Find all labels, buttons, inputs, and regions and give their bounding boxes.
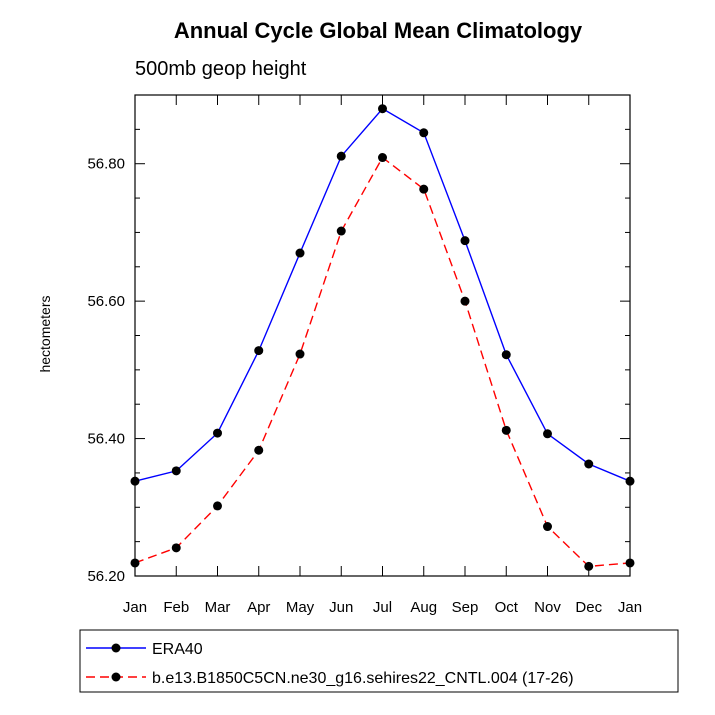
data-point-series-1 bbox=[625, 558, 635, 568]
y-tick-label: 56.80 bbox=[87, 156, 125, 173]
legend-label-model: b.e13.B1850C5CN.ne30_g16.sehires22_CNTL.… bbox=[152, 670, 574, 687]
x-tick-label: May bbox=[286, 599, 315, 616]
y-tick-label: 56.60 bbox=[87, 293, 125, 310]
data-point-series-0 bbox=[501, 350, 511, 360]
plot-area: 56.20 56.40 56.60 56.80 Jan Feb Mar Apr May Jun Ju… bbox=[87, 94, 642, 616]
legend-label-era40: ERA40 bbox=[152, 641, 203, 658]
data-point-series-0 bbox=[295, 248, 305, 258]
data-point-series-1 bbox=[378, 153, 387, 163]
data-point-series-0 bbox=[213, 428, 222, 438]
x-tick-label: Apr bbox=[247, 599, 270, 616]
series-line-0 bbox=[134, 107, 631, 482]
data-point-series-0 bbox=[625, 476, 635, 486]
data-point-series-0 bbox=[543, 429, 552, 439]
legend: ERA40 b.e13.B1850C5CN.ne30_g16.sehires22… bbox=[79, 629, 679, 693]
data-point-series-0 bbox=[419, 128, 429, 138]
chart-title: Annual Cycle Global Mean Climatology bbox=[174, 18, 583, 43]
x-tick-label: Jun bbox=[329, 599, 353, 616]
data-point-series-1 bbox=[171, 543, 181, 553]
data-point-series-0 bbox=[130, 476, 140, 486]
legend-marker-era40 bbox=[111, 643, 121, 653]
data-point-series-0 bbox=[254, 346, 264, 356]
data-point-series-0 bbox=[460, 236, 470, 246]
x-tick-label: Nov bbox=[534, 599, 561, 616]
series-line-1 bbox=[134, 156, 631, 568]
data-point-series-1 bbox=[460, 296, 470, 306]
y-tick-label: 56.40 bbox=[87, 431, 125, 448]
x-tick-label: Aug bbox=[410, 599, 437, 616]
x-tick-label: Dec bbox=[575, 599, 602, 616]
data-point-series-1 bbox=[213, 501, 222, 511]
chart-subtitle: 500mb geop height bbox=[135, 58, 307, 80]
y-axis-label: hectometers bbox=[37, 295, 53, 372]
legend-box bbox=[79, 629, 679, 693]
data-point-series-0 bbox=[378, 104, 387, 114]
x-tick-label: Jan bbox=[123, 599, 147, 616]
data-point-series-1 bbox=[295, 349, 305, 359]
data-point-series-1 bbox=[584, 561, 594, 571]
x-tick-label: Oct bbox=[495, 599, 519, 616]
x-tick-label: Sep bbox=[452, 599, 479, 616]
data-point-series-1 bbox=[130, 558, 140, 568]
x-tick-label: Jan bbox=[618, 599, 642, 616]
data-point-series-0 bbox=[584, 459, 594, 469]
legend-marker-model bbox=[111, 672, 121, 682]
data-point-series-0 bbox=[171, 466, 181, 476]
data-point-series-0 bbox=[336, 151, 346, 161]
data-point-series-1 bbox=[543, 522, 552, 532]
data-point-series-1 bbox=[254, 445, 264, 455]
x-tick-label: Mar bbox=[205, 599, 231, 616]
plot-frame bbox=[134, 94, 631, 577]
data-point-series-1 bbox=[336, 226, 346, 236]
x-tick-label: Jul bbox=[373, 599, 392, 616]
y-tick-label: 56.20 bbox=[87, 568, 125, 585]
x-tick-label: Feb bbox=[163, 599, 189, 616]
data-point-series-1 bbox=[419, 184, 429, 194]
data-point-series-1 bbox=[501, 425, 511, 435]
